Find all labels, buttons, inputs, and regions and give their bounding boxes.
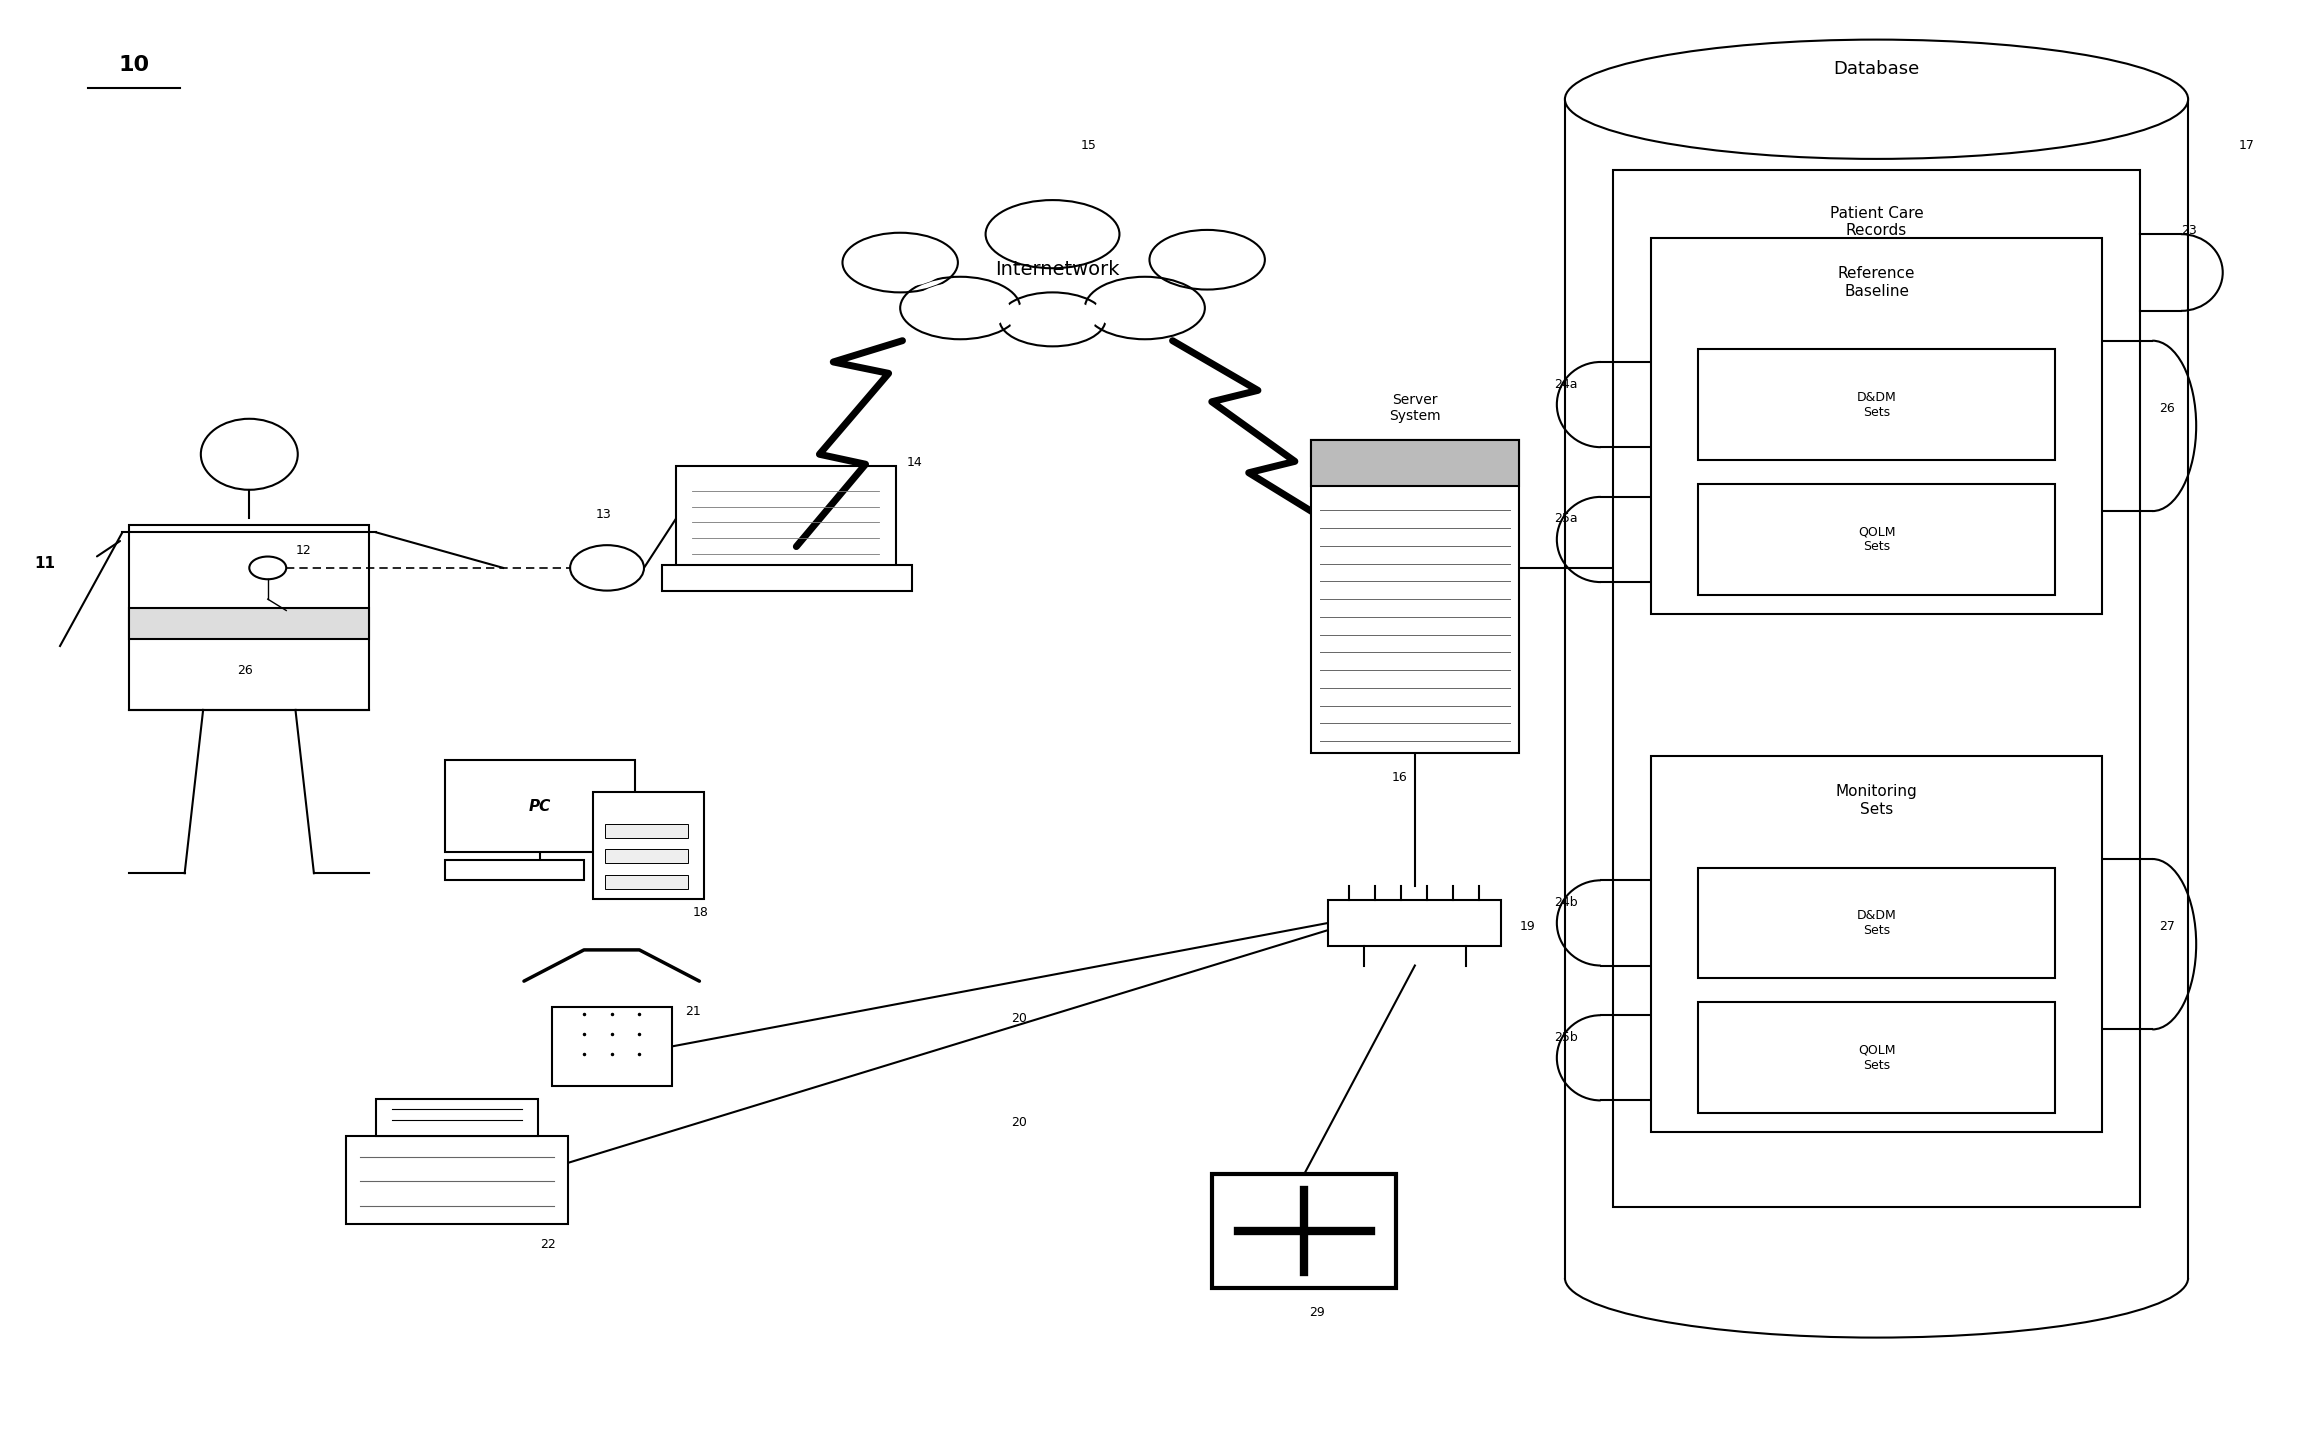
Text: 17: 17 bbox=[2238, 139, 2255, 152]
Bar bbox=[1565, 99, 2187, 1278]
Text: QOLM
Sets: QOLM Sets bbox=[1858, 1044, 1895, 1071]
Text: Internetwork: Internetwork bbox=[994, 260, 1119, 280]
Bar bbox=[1614, 171, 2139, 1207]
Bar bbox=[1697, 485, 2055, 595]
Text: QOLM
Sets: QOLM Sets bbox=[1858, 525, 1895, 554]
Bar bbox=[1312, 440, 1519, 753]
Text: 27: 27 bbox=[2159, 921, 2176, 934]
Ellipse shape bbox=[571, 545, 643, 591]
Text: 25a: 25a bbox=[1553, 512, 1579, 525]
Text: Reference
Baseline: Reference Baseline bbox=[1837, 267, 1916, 298]
Text: 21: 21 bbox=[685, 1005, 701, 1018]
Text: 20: 20 bbox=[1010, 1012, 1026, 1025]
Text: 24a: 24a bbox=[1553, 377, 1579, 390]
Ellipse shape bbox=[910, 282, 1010, 334]
Text: 16: 16 bbox=[1391, 771, 1407, 784]
Text: 12: 12 bbox=[295, 543, 311, 556]
Text: Database: Database bbox=[1834, 60, 1920, 77]
Text: Server
System: Server System bbox=[1389, 393, 1440, 423]
Text: 10: 10 bbox=[118, 54, 149, 75]
Text: 25b: 25b bbox=[1553, 1031, 1579, 1044]
Text: D&DM
Sets: D&DM Sets bbox=[1858, 909, 1897, 936]
Text: 14: 14 bbox=[908, 456, 922, 469]
Ellipse shape bbox=[1161, 235, 1254, 284]
Text: 18: 18 bbox=[692, 906, 708, 919]
Ellipse shape bbox=[901, 277, 1019, 340]
Text: 15: 15 bbox=[1080, 139, 1096, 152]
Text: 26: 26 bbox=[237, 664, 253, 677]
Bar bbox=[662, 565, 913, 591]
Text: Patient Care
Records: Patient Care Records bbox=[1830, 205, 1923, 238]
Bar bbox=[592, 792, 704, 899]
Bar bbox=[1651, 756, 2101, 1133]
Text: Monitoring
Sets: Monitoring Sets bbox=[1837, 784, 1918, 817]
Bar bbox=[604, 875, 687, 889]
Bar bbox=[676, 466, 896, 568]
Ellipse shape bbox=[1010, 297, 1096, 341]
Ellipse shape bbox=[998, 206, 1108, 262]
Ellipse shape bbox=[200, 419, 297, 490]
Text: PC: PC bbox=[529, 799, 550, 815]
Ellipse shape bbox=[1149, 229, 1265, 290]
FancyBboxPatch shape bbox=[130, 525, 369, 710]
Text: 29: 29 bbox=[1310, 1306, 1324, 1319]
Text: 20: 20 bbox=[1010, 1116, 1026, 1129]
Text: 24b: 24b bbox=[1553, 896, 1579, 909]
Text: 22: 22 bbox=[541, 1238, 555, 1250]
Text: 11: 11 bbox=[35, 556, 56, 571]
Bar bbox=[346, 1136, 569, 1225]
Ellipse shape bbox=[852, 238, 947, 287]
Text: D&DM
Sets: D&DM Sets bbox=[1858, 390, 1897, 419]
Bar bbox=[130, 608, 369, 640]
Bar bbox=[604, 849, 687, 863]
Bar bbox=[1212, 1174, 1396, 1288]
Text: 13: 13 bbox=[594, 508, 611, 521]
Bar bbox=[446, 860, 583, 880]
Bar bbox=[446, 760, 634, 852]
Bar bbox=[376, 1098, 539, 1136]
Bar bbox=[1312, 440, 1519, 486]
Bar bbox=[1328, 901, 1502, 945]
Ellipse shape bbox=[1565, 40, 2187, 159]
Text: 19: 19 bbox=[1521, 921, 1535, 934]
Bar bbox=[1697, 1002, 2055, 1113]
Bar bbox=[1651, 238, 2101, 614]
Text: 26: 26 bbox=[2159, 402, 2176, 414]
Ellipse shape bbox=[843, 232, 959, 293]
Bar bbox=[604, 823, 687, 837]
Ellipse shape bbox=[1096, 282, 1194, 334]
Ellipse shape bbox=[1084, 277, 1205, 340]
Bar bbox=[1697, 868, 2055, 978]
Bar bbox=[553, 1007, 671, 1086]
Ellipse shape bbox=[985, 201, 1119, 268]
Bar bbox=[1697, 350, 2055, 460]
Text: 23: 23 bbox=[2180, 224, 2197, 237]
Ellipse shape bbox=[998, 293, 1105, 347]
